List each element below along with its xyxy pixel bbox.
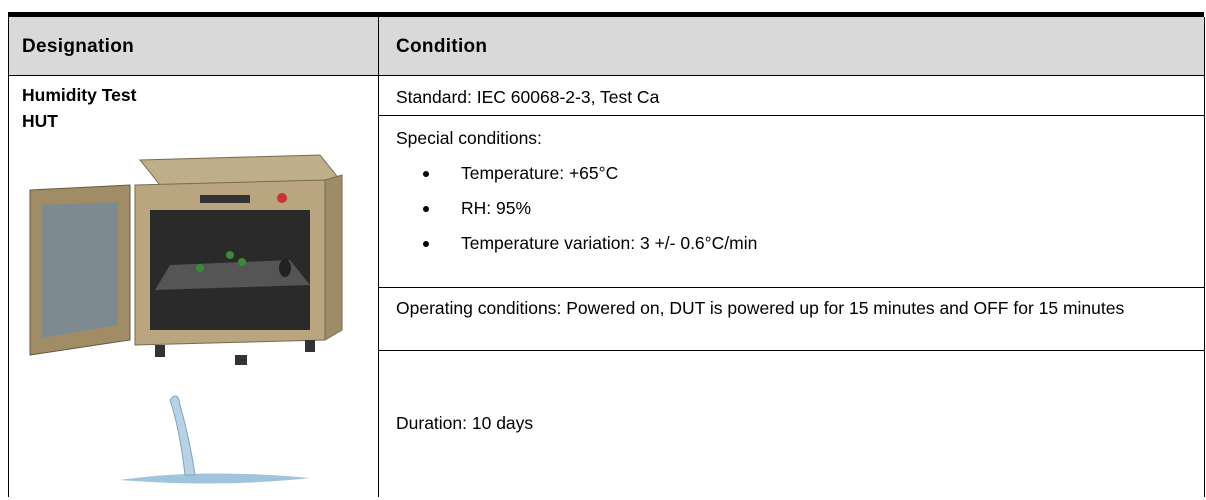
illustration [20, 150, 360, 500]
bullet-item: RH: 95% [396, 197, 757, 232]
header-row [8, 17, 1204, 75]
condition-text: Operating conditions: Powered on, DUT is… [396, 297, 1186, 319]
row-border [378, 350, 1204, 351]
row-border [8, 75, 1204, 76]
col-border [8, 17, 9, 497]
header-cell: Condition [396, 36, 487, 58]
designation: HUT [22, 110, 58, 132]
row-border [378, 287, 1204, 288]
bullet-item: Temperature: +65°C [396, 162, 757, 197]
condition-text: Special conditions: [396, 127, 542, 149]
document: Designation Condition Humidity Test HUT … [0, 0, 1206, 497]
condition-text: Duration: 10 days [396, 412, 533, 434]
row-border [378, 115, 1204, 116]
designation: Humidity Test [22, 84, 136, 106]
col-border [378, 17, 379, 497]
bullet-list: Temperature: +65°C RH: 95% Temperature v… [396, 162, 757, 267]
bullet-item: Temperature variation: 3 +/- 0.6°C/min [396, 232, 757, 267]
condition-text: Standard: IEC 60068-2-3, Test Ca [396, 86, 659, 108]
header-cell: Designation [22, 36, 134, 58]
col-border [1204, 17, 1205, 497]
